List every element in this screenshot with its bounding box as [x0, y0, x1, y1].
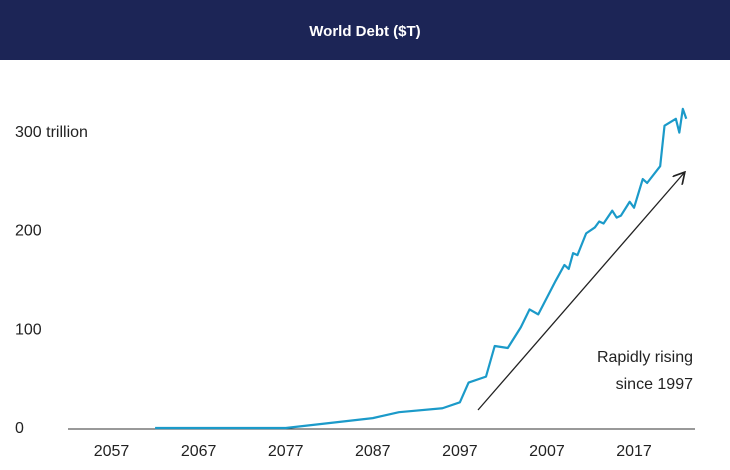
- x-tick-label: 2007: [529, 443, 565, 460]
- y-tick-label: 0: [15, 420, 24, 437]
- x-tick-label: 2057: [94, 443, 130, 460]
- annotation: since 1997: [616, 376, 693, 393]
- data-line: [155, 107, 688, 430]
- x-tick-label: 2097: [442, 443, 478, 460]
- chart-title: World Debt ($T): [309, 23, 420, 40]
- x-tick-label: 2077: [268, 443, 304, 460]
- x-tick-label: 2067: [181, 443, 217, 460]
- y-tick-label: 200: [15, 223, 42, 240]
- x-tick-label: 2087: [355, 443, 391, 460]
- annotation: Rapidly rising: [597, 349, 693, 366]
- x-tick-label: 2017: [616, 443, 652, 460]
- y-tick-label: 100: [15, 321, 42, 338]
- header-bar: [0, 0, 730, 60]
- y-tick-label: 300 trillion: [15, 124, 88, 141]
- trend-arrow: [477, 173, 684, 411]
